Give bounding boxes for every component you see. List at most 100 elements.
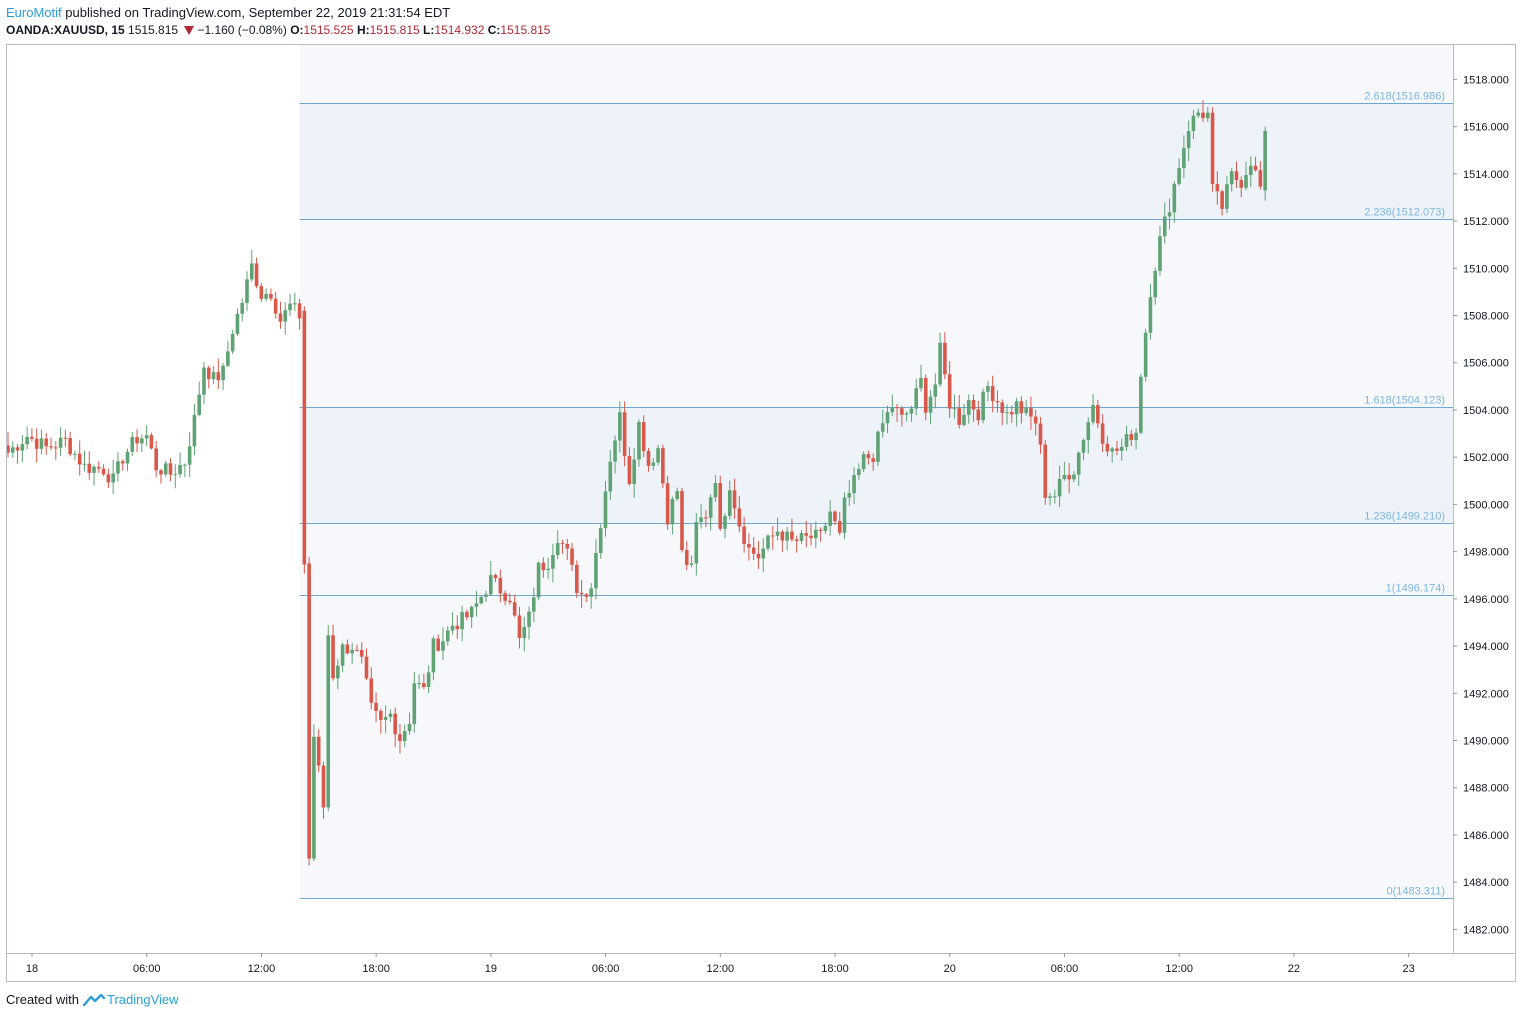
candle-down — [364, 656, 369, 679]
low-value: 1514.932 — [434, 23, 485, 37]
candle-down — [704, 517, 708, 519]
time-tick-label: 12:00 — [1165, 963, 1193, 975]
candle-down — [771, 535, 775, 537]
candle-up — [125, 451, 130, 464]
candle-up — [981, 391, 985, 421]
candle-down — [379, 710, 383, 720]
candle-up — [904, 413, 909, 415]
candle-up — [187, 446, 192, 465]
candle-down — [957, 408, 962, 425]
candle-up — [479, 596, 484, 604]
candle-up — [1229, 171, 1234, 185]
candle-up — [1076, 452, 1081, 475]
candle-up — [761, 548, 766, 559]
candle-up — [1263, 131, 1267, 191]
candle-up — [450, 625, 455, 631]
candle-up — [249, 263, 254, 280]
fib-levels: 2.618(1516.986) 2.236(1512.073) 1.618(1504… — [299, 91, 1453, 899]
candle-up — [708, 497, 713, 518]
candle-up — [799, 533, 804, 542]
candle-up — [144, 435, 149, 439]
time-tick-label: 12:00 — [248, 963, 276, 975]
candle-down — [465, 611, 469, 618]
candle-up — [1186, 131, 1191, 149]
candle-up — [522, 626, 527, 639]
candle-up — [1014, 401, 1019, 415]
candle-up — [383, 716, 388, 720]
fib-zone — [299, 407, 1454, 524]
price-tick-label: 1494.000 — [1463, 641, 1509, 653]
candle-up — [221, 365, 225, 381]
candle-down — [97, 466, 101, 469]
candle-up — [1110, 448, 1114, 452]
time-tick-label: 19 — [485, 963, 497, 975]
candle-up — [1191, 115, 1196, 132]
time-tick-label: 18 — [26, 963, 38, 975]
candle-down — [15, 447, 20, 451]
time-scale-frame[interactable] — [6, 953, 1516, 982]
candle-down — [837, 521, 842, 533]
candle-down — [54, 447, 58, 449]
candle-down — [742, 526, 746, 545]
candle-up — [890, 407, 895, 413]
candle-down — [269, 293, 273, 299]
candle-down — [661, 448, 665, 484]
candle-up — [1196, 112, 1201, 116]
candle-up — [1162, 216, 1167, 237]
publish-header: EuroMotif published on TradingView.com, … — [6, 4, 450, 22]
candle-up — [527, 611, 531, 627]
candle-up — [1062, 474, 1067, 480]
candle-up — [10, 447, 15, 453]
candle-up — [235, 313, 240, 335]
price-tick-label: 1492.000 — [1463, 688, 1509, 700]
candle-up — [670, 498, 675, 525]
symbol-name[interactable]: OANDA:XAUUSD, 15 — [6, 23, 125, 37]
candle-up — [1048, 496, 1052, 498]
candle-down — [87, 463, 92, 473]
candle-down — [809, 535, 813, 539]
candle-down — [168, 463, 173, 475]
high-label: H: — [356, 23, 370, 37]
candle-up — [211, 372, 216, 380]
candle-up — [264, 293, 268, 299]
author-link[interactable]: EuroMotif — [6, 5, 62, 20]
candle-up — [814, 529, 818, 539]
candle-down — [398, 734, 402, 742]
candle-down — [1201, 112, 1205, 119]
candle-up — [986, 386, 990, 392]
candle-down — [302, 310, 307, 565]
candle-down — [1000, 402, 1005, 413]
candle-up — [723, 516, 727, 529]
candle-up — [1024, 407, 1028, 414]
candle-up — [173, 474, 178, 476]
candle-down — [273, 298, 278, 314]
candle-up — [336, 665, 340, 679]
price-change: −1.160 (−0.08%) — [197, 23, 287, 37]
candle-up — [938, 342, 942, 385]
time-tick-label: 20 — [944, 963, 956, 975]
candle-down — [493, 575, 498, 579]
candle-up — [861, 454, 866, 470]
candle-up — [608, 461, 613, 492]
candle-down — [1067, 474, 1071, 480]
time-tick-label: 06:00 — [133, 963, 161, 975]
candle-up — [293, 303, 297, 305]
candle-down — [895, 407, 899, 409]
candle-down — [101, 468, 106, 475]
candle-down — [718, 483, 723, 529]
candle-up — [694, 522, 699, 564]
candle-down — [780, 531, 785, 541]
candle-up — [1249, 165, 1253, 176]
candle-down — [159, 470, 163, 475]
candle-down — [560, 543, 565, 545]
candle-up — [469, 606, 474, 618]
close-label: C: — [487, 23, 501, 37]
candle-down — [278, 313, 283, 322]
candle-up — [1005, 412, 1009, 414]
candle-down — [355, 649, 359, 651]
tradingview-brand-link[interactable]: TradingView — [106, 992, 179, 1007]
tradingview-logo-icon[interactable] — [82, 993, 105, 1007]
candle-up — [1182, 148, 1186, 169]
candle-up — [1177, 168, 1181, 184]
